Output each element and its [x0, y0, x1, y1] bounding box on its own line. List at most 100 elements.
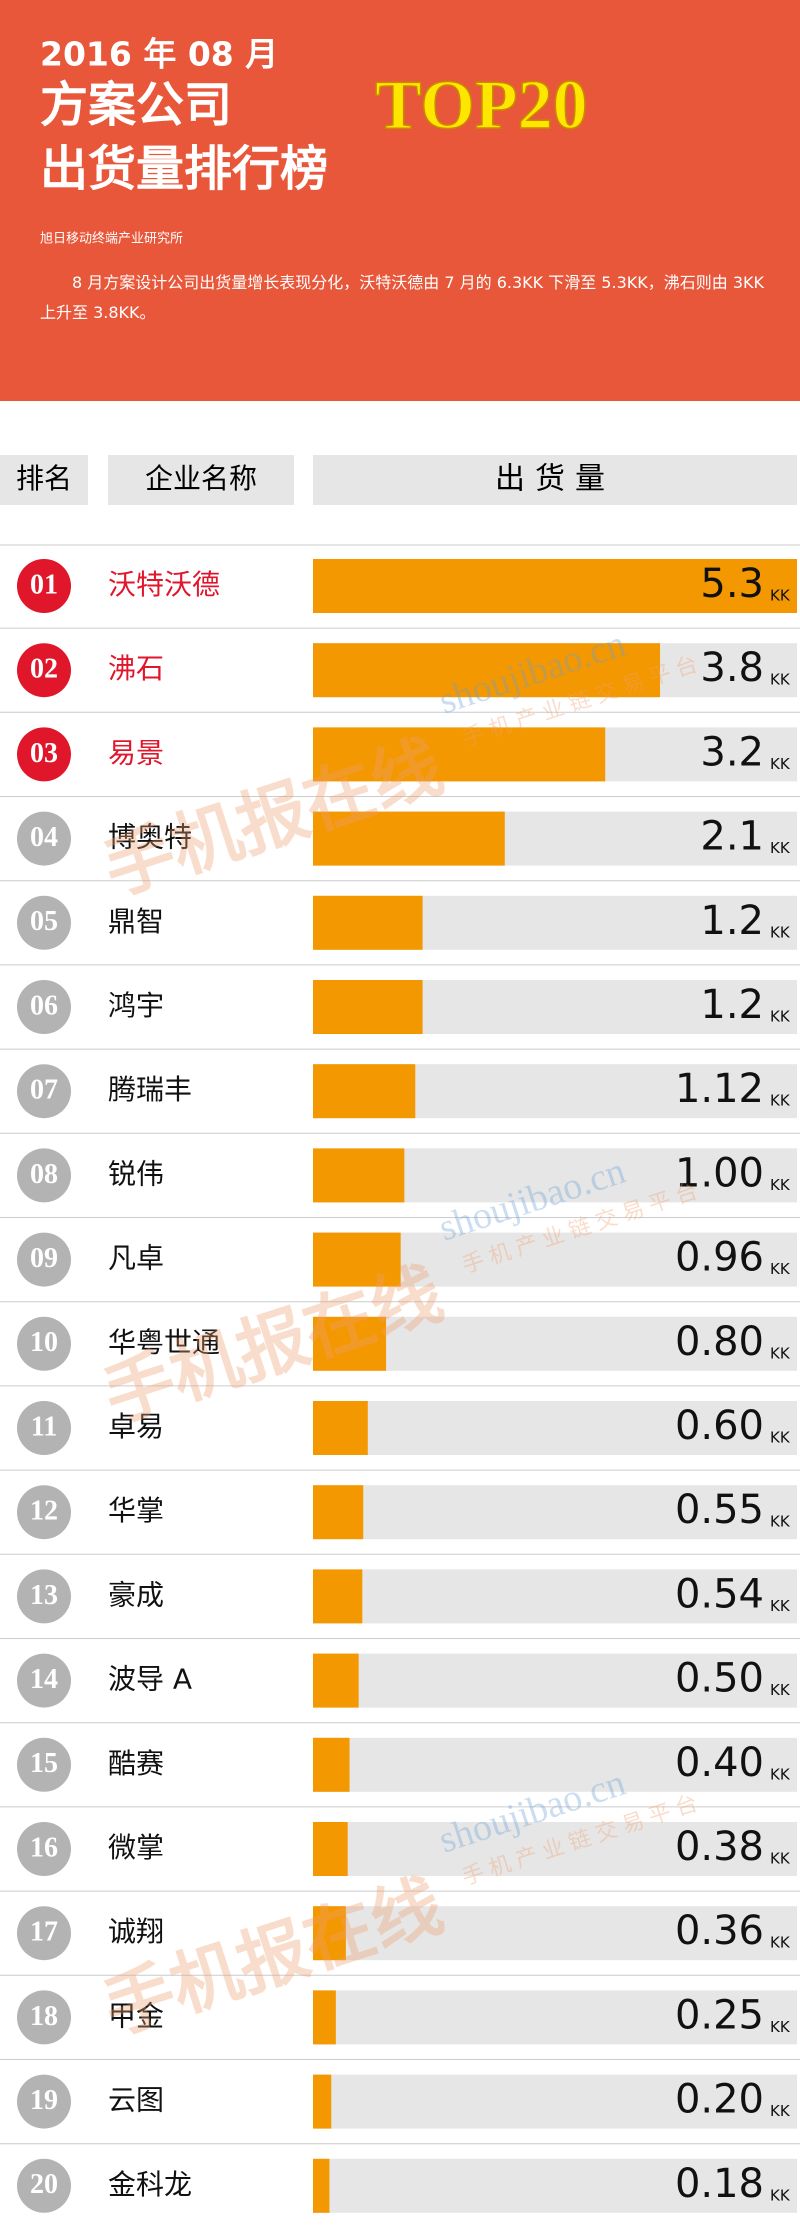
bar-track — [313, 2158, 797, 2213]
unit: KK — [770, 1934, 791, 1952]
header-cell — [0, 455, 88, 505]
rank-badge — [17, 1401, 71, 1455]
bar — [313, 1232, 401, 1287]
rank-badge — [17, 643, 71, 698]
rank-badge — [17, 1232, 71, 1287]
source: 旭日移动终端产业研究所 — [40, 231, 183, 247]
bar-track — [313, 1822, 797, 1876]
rank-badge — [17, 2158, 71, 2213]
bar — [313, 980, 423, 1034]
rank-badge — [17, 1148, 71, 1203]
value-label: 0.25 — [675, 1992, 764, 2038]
bar — [313, 1401, 368, 1455]
rank: 05 — [30, 906, 58, 937]
bar — [313, 2158, 330, 2213]
value-label: 0.55 — [675, 1487, 764, 1533]
unit: KK — [770, 1513, 791, 1531]
value-label: 1.2 — [700, 898, 764, 944]
unit: KK — [770, 923, 791, 941]
unit: KK — [770, 671, 791, 689]
rank-badge — [17, 559, 71, 613]
date: 2016 年 08 月 — [40, 35, 278, 74]
column-header: 企业名称 — [145, 462, 257, 495]
rank: 08 — [30, 1159, 58, 1190]
bar — [313, 1064, 416, 1119]
bar-track — [313, 1485, 797, 1540]
unit: KK — [770, 1850, 791, 1868]
bar — [313, 1569, 363, 1624]
rank-badge — [17, 1064, 71, 1119]
rank: 04 — [30, 822, 58, 853]
rank: 10 — [30, 1327, 58, 1358]
value-label: 0.50 — [675, 1656, 764, 1702]
rank: 19 — [30, 2085, 58, 2116]
badge: TOP20 — [375, 67, 588, 144]
unit: KK — [770, 1681, 791, 1699]
company-name: 微掌 — [108, 1831, 164, 1864]
title-line1: 方案公司 — [40, 77, 232, 133]
unit: KK — [770, 587, 791, 605]
bar — [313, 727, 606, 782]
rank: 09 — [30, 1243, 58, 1274]
unit: KK — [770, 1092, 791, 1110]
unit: KK — [770, 1765, 791, 1783]
bar — [313, 2074, 332, 2129]
rank-badge — [17, 1316, 71, 1371]
rank: 01 — [30, 569, 58, 600]
rank: 18 — [30, 2001, 58, 2032]
company-name: 云图 — [108, 2084, 164, 2117]
rank: 02 — [30, 654, 58, 685]
header-bg — [0, 0, 800, 401]
rank: 14 — [30, 1664, 58, 1695]
company-name: 豪成 — [108, 1578, 164, 1611]
bar-track — [313, 2074, 797, 2129]
value-label: 0.18 — [675, 2161, 764, 2207]
rank: 20 — [30, 2169, 58, 2200]
unit: KK — [770, 2102, 791, 2120]
rank-badge — [17, 895, 71, 950]
company-name: 沸石 — [108, 652, 164, 685]
unit: KK — [770, 1260, 791, 1278]
bar — [313, 811, 505, 866]
unit: KK — [770, 755, 791, 773]
bar-track — [313, 1653, 797, 1708]
value-label: 1.12 — [675, 1066, 764, 1112]
company-name: 金科龙 — [108, 2168, 192, 2201]
bar — [313, 1906, 346, 1961]
rank-badge — [17, 1569, 71, 1624]
unit: KK — [770, 1344, 791, 1362]
rank-badge — [17, 1906, 71, 1961]
company-name: 腾瑞丰 — [108, 1073, 192, 1106]
rank-badge — [17, 1990, 71, 2045]
company-name: 华粤世通 — [108, 1326, 220, 1359]
bar — [313, 559, 797, 613]
value-label: 1.00 — [675, 1150, 764, 1196]
company-name: 沃特沃德 — [108, 568, 220, 601]
value-label: 0.54 — [675, 1571, 764, 1617]
rank: 16 — [30, 1832, 58, 1863]
description: 8 月方案设计公司出货量增长表现分化，沃特沃德由 7 月的 6.3KK 下滑至 … — [40, 273, 764, 322]
bar-track — [313, 1990, 797, 2045]
value-label: 5.3 — [700, 561, 764, 607]
rank-badge — [17, 2074, 71, 2129]
value-label: 0.96 — [675, 1235, 764, 1281]
value-label: 0.36 — [675, 1908, 764, 1954]
company-name: 波导 A — [108, 1663, 192, 1696]
bar-track — [313, 1316, 797, 1371]
value-label: 1.2 — [700, 982, 764, 1028]
unit: KK — [770, 1429, 791, 1447]
rank: 15 — [30, 1748, 58, 1779]
unit: KK — [770, 1176, 791, 1194]
value-label: 0.38 — [675, 1824, 764, 1870]
header-cell — [313, 455, 797, 505]
company-name: 鸿宇 — [108, 989, 164, 1022]
company-name: 卓易 — [108, 1410, 164, 1443]
rank: 17 — [30, 1917, 58, 1948]
rank-badge — [17, 1737, 71, 1792]
unit: KK — [770, 2018, 791, 2036]
company-name: 诚翔 — [108, 1915, 164, 1948]
bar — [313, 1822, 348, 1876]
title-line2: 出货量排行榜 — [40, 141, 328, 197]
